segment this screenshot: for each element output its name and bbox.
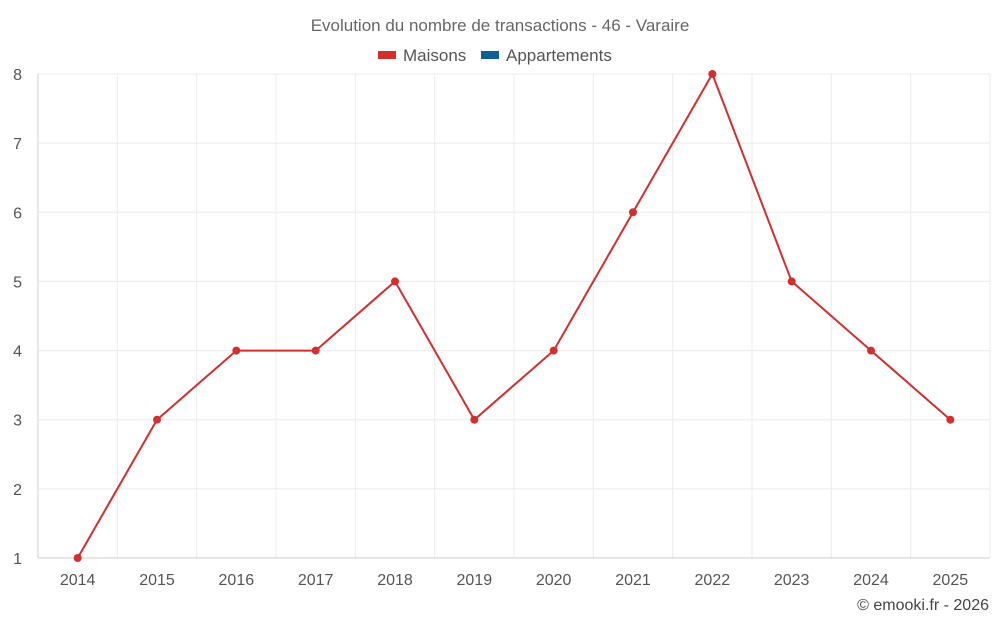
x-tick-label: 2015 [139,572,175,589]
y-tick-label: 4 [13,344,22,361]
legend-swatch-maisons [378,51,396,59]
data-point-maisons[interactable] [549,346,558,355]
legend: Maisons Appartements [378,46,612,65]
credit: © emooki.fr - 2026 [857,597,989,614]
y-tick-label: 8 [13,67,22,84]
axes [37,74,990,559]
y-tick-label: 3 [13,413,22,430]
data-point-maisons[interactable] [629,208,637,217]
x-tick-label: 2016 [219,572,255,589]
data-point-maisons[interactable] [232,346,241,355]
x-tick-label: 2017 [298,572,334,589]
data-point-maisons[interactable] [311,346,320,355]
series [73,70,955,562]
data-point-maisons[interactable] [708,70,717,78]
x-tick-label: 2014 [60,572,96,589]
x-tick-label: 2025 [933,572,969,589]
legend-label-appartements: Appartements [506,46,612,65]
data-point-maisons[interactable] [787,277,796,286]
x-axis-ticks: 2014 2015 2016 2017 2018 2019 2020 2021 2022 2023… [60,572,968,589]
legend-item-appartements[interactable]: Appartements [481,46,612,65]
y-tick-label: 1 [13,551,22,568]
grid [38,73,991,558]
x-tick-label: 2018 [377,572,413,589]
y-tick-label: 7 [13,136,22,153]
x-tick-label: 2023 [774,572,810,589]
legend-item-maisons[interactable]: Maisons [378,46,466,65]
data-point-maisons[interactable] [470,415,479,424]
legend-label-maisons: Maisons [403,46,466,65]
y-tick-label: 2 [13,482,22,499]
series-line-maisons [76,73,951,559]
data-point-maisons[interactable] [946,415,955,424]
y-axis-ticks: 1 2 3 4 5 6 7 8 [13,67,22,568]
y-tick-label: 5 [13,274,22,291]
chart-title: Evolution du nombre de transactions - 46… [311,16,690,35]
y-tick-label: 6 [13,205,22,222]
legend-swatch-appartements [481,51,499,59]
data-point-maisons[interactable] [391,277,399,286]
data-point-maisons[interactable] [73,554,82,562]
x-tick-label: 2021 [615,572,651,589]
x-tick-label: 2024 [853,572,889,589]
x-tick-label: 2022 [695,572,731,589]
data-point-maisons[interactable] [153,415,161,424]
data-point-maisons[interactable] [867,346,875,355]
x-tick-label: 2019 [457,572,493,589]
x-tick-label: 2020 [536,572,572,589]
